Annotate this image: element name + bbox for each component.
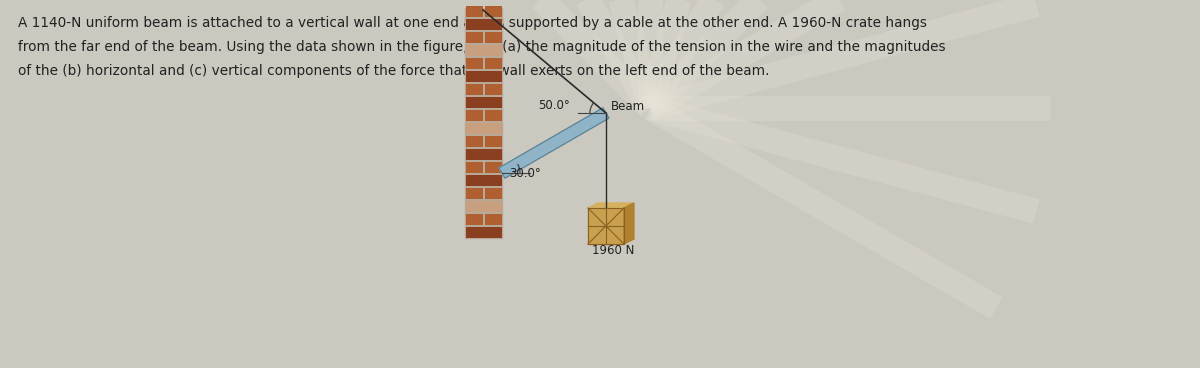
Bar — [466, 136, 482, 147]
Bar — [588, 208, 624, 244]
Bar — [485, 188, 502, 199]
Bar — [485, 136, 502, 147]
Text: Beam: Beam — [611, 100, 646, 113]
Text: 1960 N: 1960 N — [592, 244, 635, 257]
Bar — [485, 32, 502, 43]
Text: 50.0°: 50.0° — [538, 99, 570, 112]
Bar — [485, 162, 502, 173]
Bar — [466, 84, 482, 95]
Bar — [466, 19, 502, 30]
Bar — [485, 214, 502, 225]
Bar — [485, 84, 502, 95]
Polygon shape — [624, 203, 634, 244]
Bar — [466, 227, 502, 238]
Bar — [466, 71, 502, 82]
Bar — [485, 58, 502, 69]
Bar — [485, 6, 502, 17]
Bar — [466, 201, 502, 212]
Text: 30.0°: 30.0° — [509, 167, 541, 180]
Bar — [466, 188, 482, 199]
Polygon shape — [499, 108, 608, 178]
Text: A 1140-N uniform beam is attached to a vertical wall at one end and is supported: A 1140-N uniform beam is attached to a v… — [18, 16, 928, 30]
Bar — [485, 110, 502, 121]
Bar — [466, 110, 482, 121]
Bar — [466, 123, 502, 134]
Bar — [466, 45, 502, 56]
Bar — [466, 97, 502, 108]
Bar — [466, 8, 502, 238]
Bar — [466, 175, 502, 186]
Bar — [466, 58, 482, 69]
Text: of the (b) horizontal and (c) vertical components of the force that the wall exe: of the (b) horizontal and (c) vertical c… — [18, 64, 769, 78]
Bar — [466, 149, 502, 160]
Text: from the far end of the beam. Using the data shown in the figure, find (a) the m: from the far end of the beam. Using the … — [18, 40, 946, 54]
Bar — [466, 162, 482, 173]
Polygon shape — [588, 203, 634, 208]
Bar — [588, 208, 624, 244]
Bar — [466, 6, 482, 17]
Bar — [466, 32, 482, 43]
Bar — [466, 214, 482, 225]
